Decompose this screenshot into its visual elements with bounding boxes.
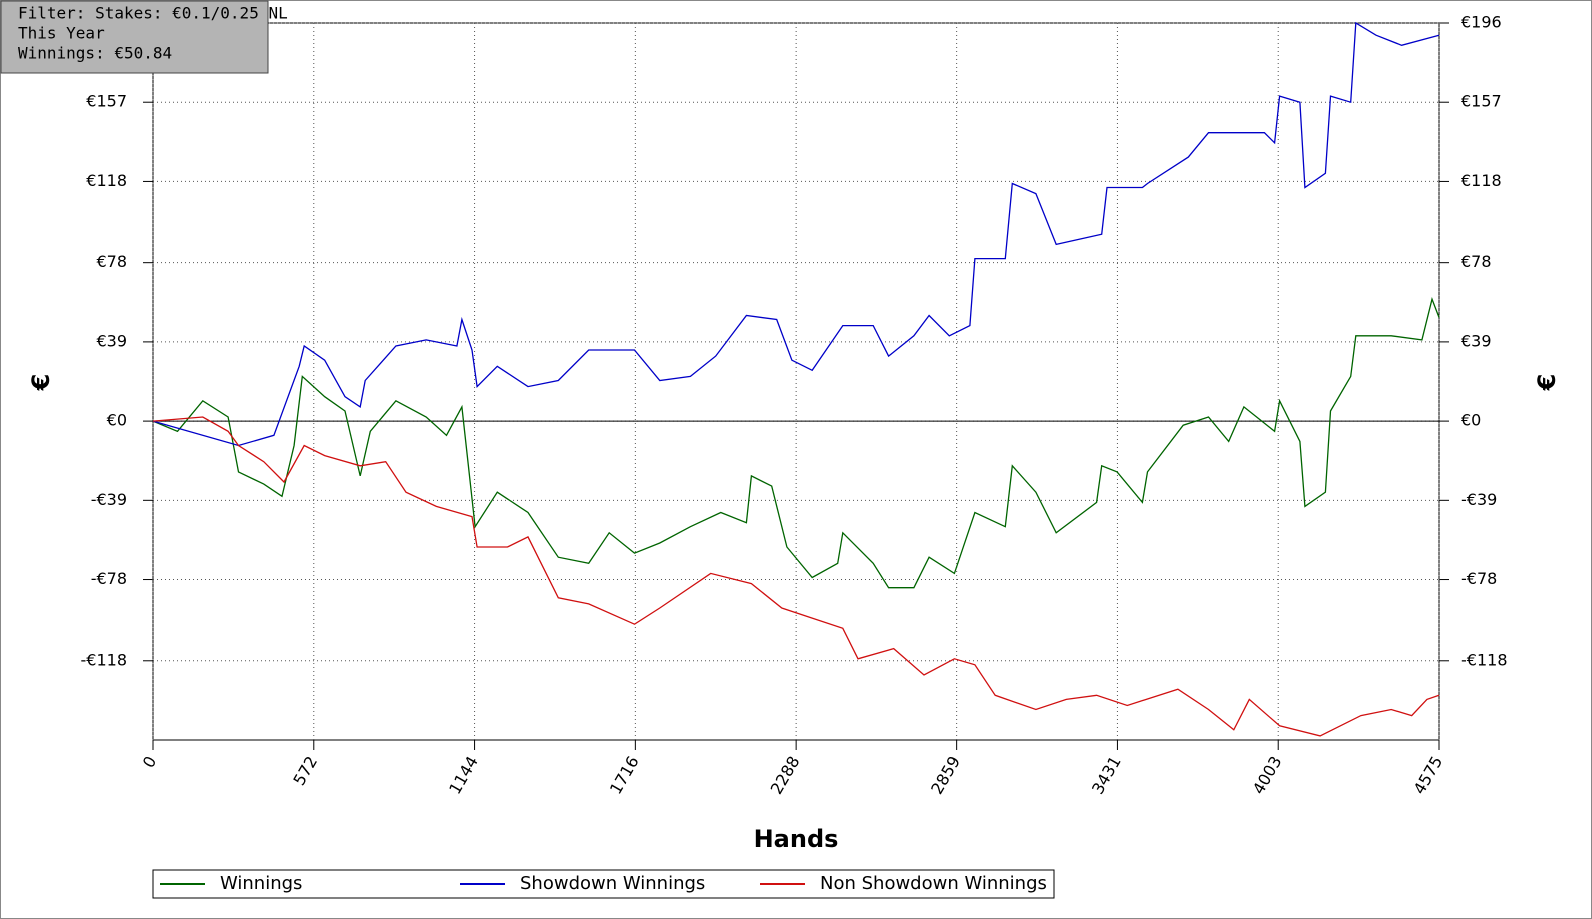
info-text: Winnings: €50.84 [18,44,172,63]
y2-tick-label: €118 [1461,171,1502,190]
y-axis-title: € [27,374,55,392]
plot-area [152,22,1440,741]
y2-axis-title: € [1533,374,1561,392]
series-line [152,21,1440,447]
y-tick-label: €39 [96,331,127,350]
x-axis-title: Hands [754,825,839,853]
y-tick-label: €78 [96,252,127,271]
info-text: Filter: Stakes: €0.1/0.25 NL [18,4,288,23]
y-tick-label: -€78 [91,569,127,588]
y-tick-label: €118 [86,171,127,190]
y2-tick-label: €157 [1461,92,1502,111]
y2-tick-label: €196 [1461,13,1502,32]
y-tick-label: €0 [107,411,127,430]
legend-label: Showdown Winnings [520,873,705,894]
legend-label: Winnings [220,873,302,894]
y2-tick-label: -€39 [1461,490,1497,509]
legend-label: Non Showdown Winnings [820,873,1047,894]
y-tick-label: €157 [86,92,127,111]
y2-tick-label: €78 [1461,252,1492,271]
y2-tick-label: -€78 [1461,569,1497,588]
y-tick-label: -€39 [91,490,127,509]
info-text: This Year [18,24,105,43]
y2-tick-label: €39 [1461,331,1492,350]
legend-box [152,869,1055,899]
series-line [152,297,1440,589]
y2-tick-label: -€118 [1461,650,1508,669]
y-tick-label: -€118 [81,650,128,669]
info-box [0,0,269,74]
y2-tick-label: €0 [1461,411,1481,430]
series-line [152,416,1440,737]
